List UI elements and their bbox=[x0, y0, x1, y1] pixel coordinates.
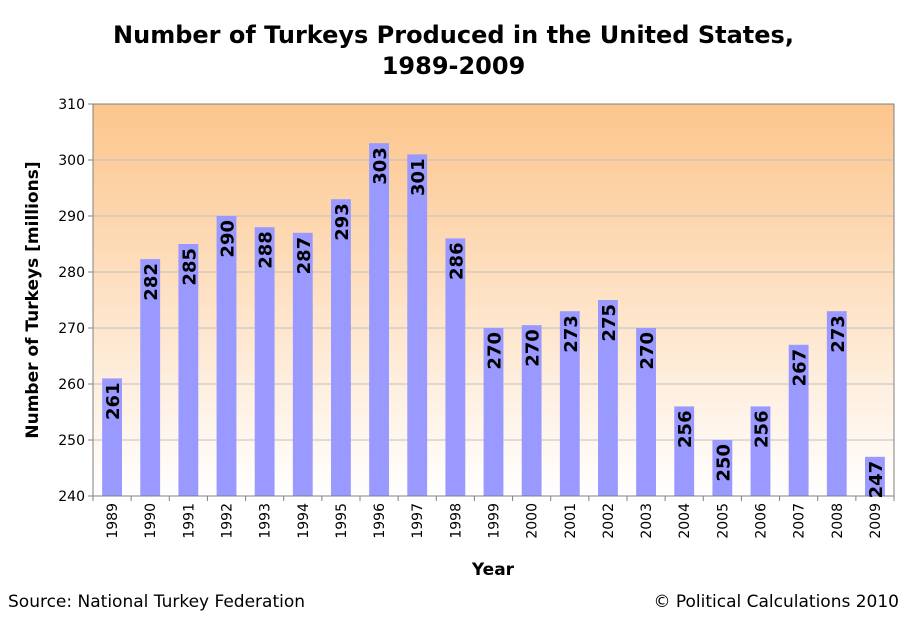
chart-title-line2: 1989-2009 bbox=[381, 52, 526, 80]
data-label: 293 bbox=[332, 203, 353, 241]
x-tick-label: 2000 bbox=[525, 503, 541, 539]
x-tick-label: 1991 bbox=[181, 503, 197, 539]
bar-2009 bbox=[865, 456, 885, 496]
x-axis-title: Year bbox=[471, 560, 515, 580]
x-tick-label: 1989 bbox=[105, 503, 121, 539]
data-label: 303 bbox=[370, 147, 391, 185]
bars bbox=[102, 143, 885, 497]
bar-1992 bbox=[216, 216, 237, 496]
y-tick-label: 250 bbox=[58, 433, 85, 449]
source-note: Source: National Turkey Federation bbox=[8, 592, 306, 612]
bar-2003 bbox=[636, 328, 656, 496]
bar-1998 bbox=[445, 238, 466, 496]
data-label: 275 bbox=[599, 304, 620, 342]
plot-border bbox=[92, 103, 895, 497]
data-label: 256 bbox=[752, 410, 773, 448]
chart-title-line1: Number of Turkeys Produced in the United… bbox=[113, 21, 794, 49]
x-tick-label: 1994 bbox=[296, 503, 312, 539]
data-labels: 261 282 285 290 288 287 293 303 301 286 270 270 273 2… bbox=[103, 147, 887, 498]
y-axis-ticks: 240 250 260 270 280 290 300 310 bbox=[58, 97, 93, 505]
y-tick-label: 310 bbox=[58, 97, 85, 113]
data-label: 290 bbox=[218, 220, 239, 258]
y-axis-title: Number of Turkeys [millions] bbox=[23, 161, 43, 438]
x-tick-label: 2001 bbox=[563, 503, 579, 539]
x-tick-label: 2004 bbox=[677, 503, 693, 539]
data-label: 270 bbox=[637, 332, 658, 370]
bar-2008 bbox=[826, 311, 847, 496]
x-tick-label: 1995 bbox=[334, 503, 350, 539]
data-label: 286 bbox=[446, 242, 467, 280]
copyright-note: © Political Calculations 2010 bbox=[653, 592, 899, 612]
x-tick-label: 1992 bbox=[220, 503, 236, 539]
x-tick-label: 1993 bbox=[258, 503, 274, 539]
y-tick-label: 300 bbox=[58, 153, 85, 169]
data-label: 301 bbox=[408, 158, 429, 196]
data-label: 282 bbox=[141, 263, 162, 301]
data-label: 247 bbox=[866, 461, 887, 499]
chart-title: Number of Turkeys Produced in the United… bbox=[0, 20, 907, 82]
bar-1991 bbox=[178, 244, 199, 496]
x-tick-label: 2006 bbox=[754, 503, 770, 539]
bar-1999 bbox=[483, 328, 504, 496]
y-tick-label: 270 bbox=[58, 321, 85, 337]
bar-2001 bbox=[559, 311, 580, 496]
data-label: 287 bbox=[294, 237, 315, 275]
bar-2002 bbox=[598, 300, 618, 496]
data-label: 256 bbox=[675, 410, 696, 448]
bar-1993 bbox=[254, 227, 275, 496]
data-label: 273 bbox=[828, 315, 849, 353]
x-tick-label: 2003 bbox=[639, 503, 655, 539]
bar-2004 bbox=[674, 406, 695, 496]
bar-2000 bbox=[521, 325, 542, 496]
y-tick-label: 290 bbox=[58, 209, 85, 225]
data-label: 273 bbox=[561, 315, 582, 353]
bar-2005 bbox=[712, 440, 733, 496]
bar-1989 bbox=[102, 378, 122, 496]
bar-1996 bbox=[369, 143, 389, 496]
x-tick-label: 1999 bbox=[487, 503, 503, 539]
x-tick-label: 1996 bbox=[372, 503, 388, 539]
x-axis-ticks: 1989 1990 1991 1992 1993 1994 1995 1996 1997 1998… bbox=[92, 496, 895, 539]
x-tick-label: 2008 bbox=[830, 503, 846, 539]
x-tick-label: 1990 bbox=[143, 503, 159, 539]
data-label: 261 bbox=[103, 382, 124, 420]
bar-1994 bbox=[292, 232, 313, 497]
bar-1990 bbox=[140, 259, 161, 496]
y-tick-label: 260 bbox=[58, 377, 85, 393]
x-tick-label: 2005 bbox=[715, 503, 731, 539]
y-tick-label: 280 bbox=[58, 265, 85, 281]
x-tick-label: 2007 bbox=[792, 503, 808, 539]
x-tick-label: 2002 bbox=[601, 503, 617, 539]
data-label: 285 bbox=[179, 248, 200, 286]
bar-1995 bbox=[331, 199, 351, 496]
bar-2007 bbox=[788, 344, 809, 496]
x-tick-label: 1998 bbox=[448, 503, 464, 539]
bar-1997 bbox=[407, 154, 428, 496]
y-tick-label: 240 bbox=[58, 489, 85, 505]
x-tick-label: 2009 bbox=[868, 503, 884, 539]
x-tick-label: 1997 bbox=[410, 503, 426, 539]
data-label: 267 bbox=[790, 349, 811, 387]
data-label: 288 bbox=[256, 231, 277, 269]
data-label: 250 bbox=[713, 444, 734, 482]
bar-2006 bbox=[750, 406, 771, 496]
data-label: 270 bbox=[485, 332, 506, 370]
data-label: 270 bbox=[523, 329, 544, 367]
